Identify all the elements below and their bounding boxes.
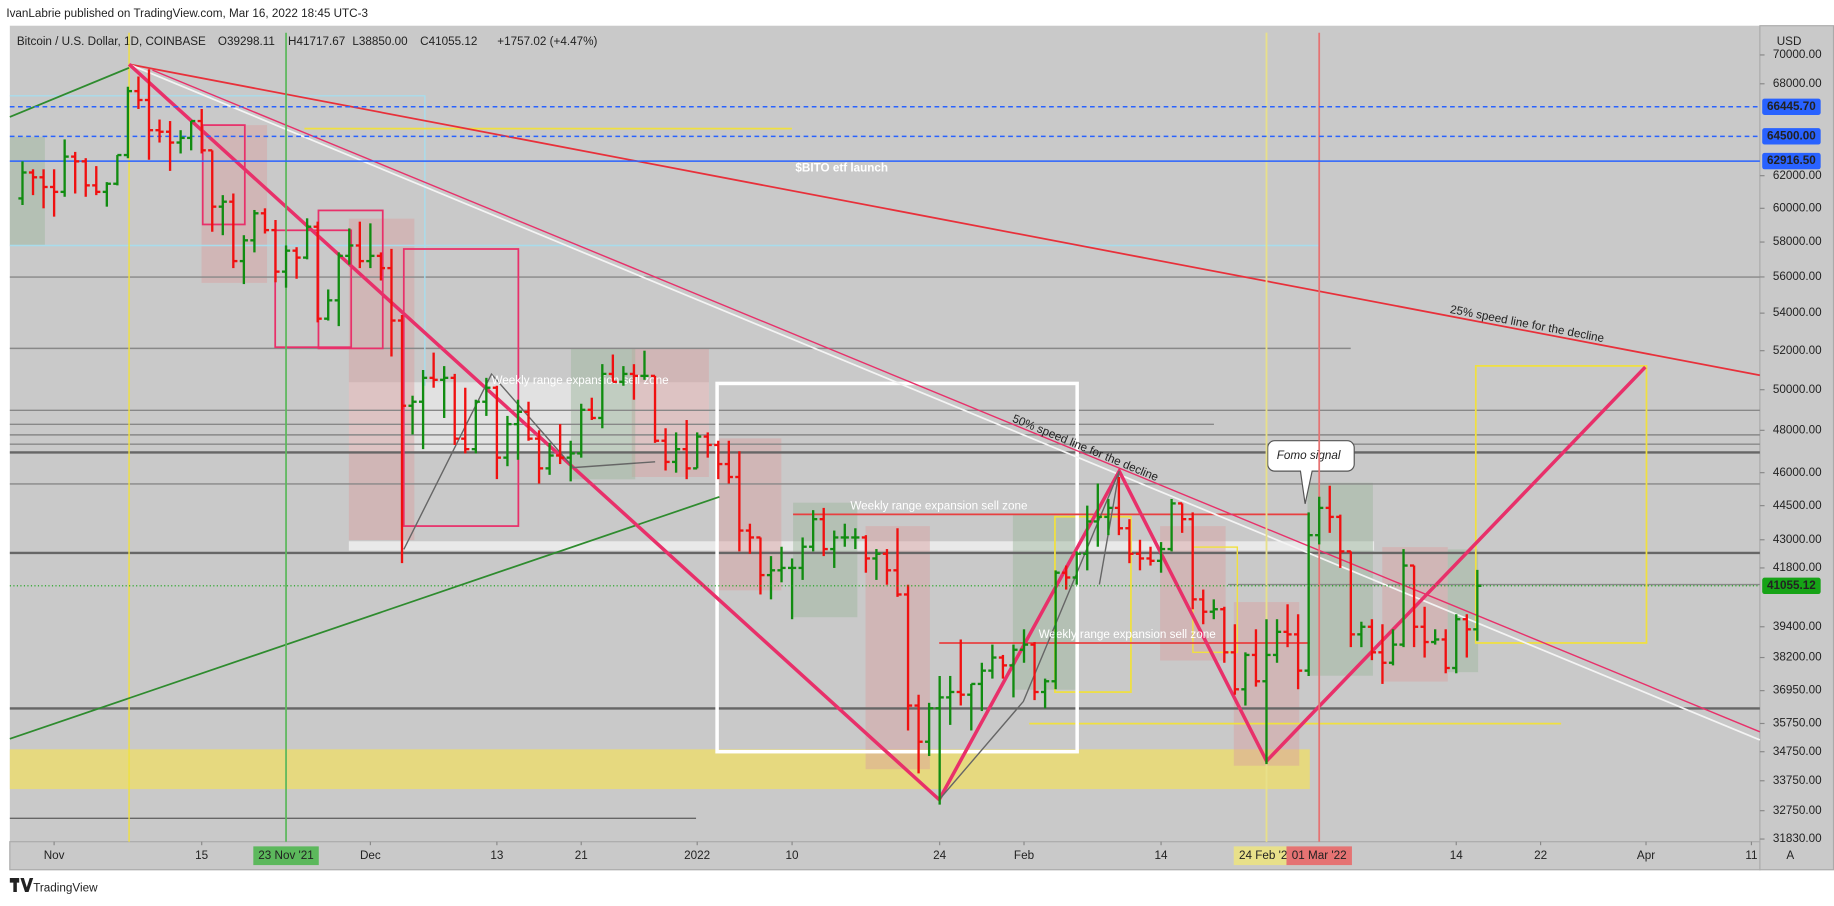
annotation: $BITO etf launch	[795, 161, 888, 174]
yellow-zone	[9, 749, 1310, 790]
y-tick-label: 43000.00	[1773, 533, 1822, 546]
y-tick-label: 68000.00	[1773, 77, 1822, 90]
ohlc-close: C41055.12	[420, 35, 477, 48]
price-axis	[1759, 25, 1834, 871]
annotation: Weekly range expansion sell zone	[850, 499, 1027, 512]
y-tick-label: 62000.00	[1773, 169, 1822, 182]
x-tick-label: 2022	[684, 849, 710, 862]
y-tick-label: 58000.00	[1773, 235, 1822, 248]
x-tick-label: 13	[490, 849, 503, 862]
x-tick-label: 14	[1450, 849, 1464, 862]
x-tick-label: 14	[1155, 849, 1169, 862]
y-tick-label: 38200.00	[1773, 651, 1822, 664]
y-tick-label: 41800.00	[1773, 561, 1822, 574]
y-tick-label: 33750.00	[1773, 774, 1822, 787]
y-tick-label: 44500.00	[1773, 499, 1822, 512]
speed-line-50	[128, 63, 1761, 741]
yellow-box	[1474, 365, 1648, 644]
last-price-label: 41055.12	[1767, 579, 1816, 592]
y-tick-label: 46000.00	[1773, 466, 1822, 479]
x-tick-label: Feb	[1014, 849, 1035, 862]
green-shade	[1012, 514, 1078, 690]
y-tick-label: 34750.00	[1773, 745, 1822, 758]
price-tag-label: 64500.00	[1767, 129, 1816, 142]
fan-line	[152, 69, 1761, 733]
x-tick-label: Nov	[44, 849, 65, 862]
callout	[1267, 440, 1355, 504]
marker-label: 23 Nov '21	[258, 849, 314, 862]
price-tag	[1762, 128, 1821, 145]
x-tick-label: 22	[1534, 849, 1547, 862]
green-shade	[1447, 549, 1479, 673]
y-tick-label: 32750.00	[1773, 804, 1822, 817]
price-tag-label: 66445.70	[1767, 100, 1816, 113]
marker-label: 24 Feb '22	[1239, 849, 1294, 862]
y-tick-label: 52000.00	[1773, 344, 1822, 357]
marker-label-bg	[1233, 846, 1300, 866]
y-tick-label: 48000.00	[1773, 423, 1822, 436]
green-trendline	[9, 66, 130, 118]
y-tick-label: 39400.00	[1773, 620, 1822, 633]
gray-fan	[403, 372, 656, 550]
auto-scale-button[interactable]: A	[1786, 849, 1794, 862]
currency: USD	[1777, 35, 1802, 48]
green-shade	[1307, 482, 1373, 676]
last-price-tag	[1762, 577, 1821, 595]
ohlc-open: O39298.11	[218, 35, 275, 48]
x-tick-label: 10	[786, 849, 800, 862]
green-shade	[9, 136, 45, 246]
pink-box	[402, 248, 520, 527]
y-tick-label: 56000.00	[1773, 270, 1822, 283]
x-tick-label: 15	[195, 849, 209, 862]
ohlc-low: L38850.00	[352, 35, 408, 48]
x-tick-label: Apr	[1637, 849, 1655, 862]
x-tick-label: Dec	[360, 849, 381, 862]
marker-label: 01 Mar '22	[1292, 849, 1347, 862]
y-tick-label: 70000.00	[1773, 48, 1822, 61]
footer-brand: TradingView	[33, 882, 98, 895]
publisher: IvanLabrie published on TradingView.com,…	[6, 7, 368, 20]
annotation: Fomo signal	[1277, 449, 1341, 462]
y-tick-label: 36950.00	[1773, 684, 1822, 697]
y-tick-label: 54000.00	[1773, 306, 1822, 319]
x-tick-label: 11	[1745, 849, 1757, 862]
y-tick-label: 50000.00	[1773, 383, 1822, 396]
speed-line-25	[128, 63, 1761, 377]
ohlc-high: H41717.67	[288, 35, 345, 48]
x-tick-label: 24	[933, 849, 947, 862]
y-tick-label: 31830.00	[1773, 832, 1822, 845]
y-tick-label: 60000.00	[1773, 201, 1822, 214]
ohlc-change: +1757.02 (+4.47%)	[497, 35, 597, 48]
white-band	[348, 541, 1375, 551]
price-tag	[1762, 152, 1821, 170]
price-tag-label: 62916.50	[1767, 154, 1816, 167]
green-trendline	[9, 496, 720, 740]
tv-logo	[9, 877, 34, 892]
y-tick-label: 35750.00	[1773, 717, 1822, 730]
price-tag	[1762, 98, 1821, 115]
annotation: Weekly range expansion sell zone	[1039, 628, 1216, 641]
marker-label-bg	[1286, 846, 1352, 866]
marker-label-bg	[253, 846, 319, 866]
symbol-title: Bitcoin / U.S. Dollar, 1D, COINBASE	[17, 35, 206, 48]
green-shade	[793, 502, 858, 618]
x-tick-label: 21	[575, 849, 588, 862]
